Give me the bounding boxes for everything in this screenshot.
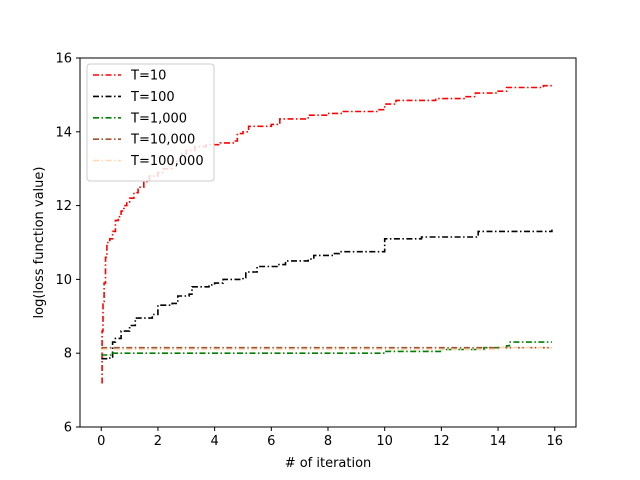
series-line-5 — [101, 346, 552, 351]
x-axis-label: # of iteration — [285, 456, 372, 471]
x-tick-label: 14 — [490, 434, 507, 449]
y-tick-label: 12 — [55, 199, 72, 214]
x-tick-label: 10 — [376, 434, 393, 449]
x-tick-label: 2 — [154, 434, 162, 449]
x-tick-label: 16 — [546, 434, 563, 449]
y-axis-label: log(loss function value) — [32, 167, 47, 319]
x-tick-label: 4 — [210, 434, 218, 449]
y-axis-ticks: 6 8 10 12 14 16 — [55, 52, 80, 436]
x-axis-ticks: 0 2 4 6 8 10 12 14 16 — [97, 427, 563, 449]
x-tick-label: 0 — [97, 434, 105, 449]
y-tick-label: 14 — [55, 125, 72, 140]
x-tick-label: 8 — [324, 434, 332, 449]
legend-label-3: T=1,000 — [130, 111, 187, 126]
legend: T=10 T=100 T=1,000 T=10,000 T=100,000 — [86, 63, 215, 182]
y-tick-label: 8 — [64, 347, 72, 362]
legend-label-2: T=100 — [130, 90, 175, 105]
y-tick-label: 10 — [55, 273, 72, 288]
legend-label-1: T=10 — [130, 69, 166, 84]
x-tick-label: 6 — [267, 434, 275, 449]
x-tick-label: 12 — [433, 434, 450, 449]
legend-label-5: T=100,000 — [130, 154, 204, 169]
series-line-2 — [101, 229, 553, 360]
series-line-3 — [101, 341, 552, 356]
legend-label-4: T=10,000 — [130, 133, 195, 148]
y-tick-label: 16 — [55, 52, 72, 67]
y-tick-label: 6 — [64, 421, 72, 436]
legend-box — [86, 63, 215, 182]
